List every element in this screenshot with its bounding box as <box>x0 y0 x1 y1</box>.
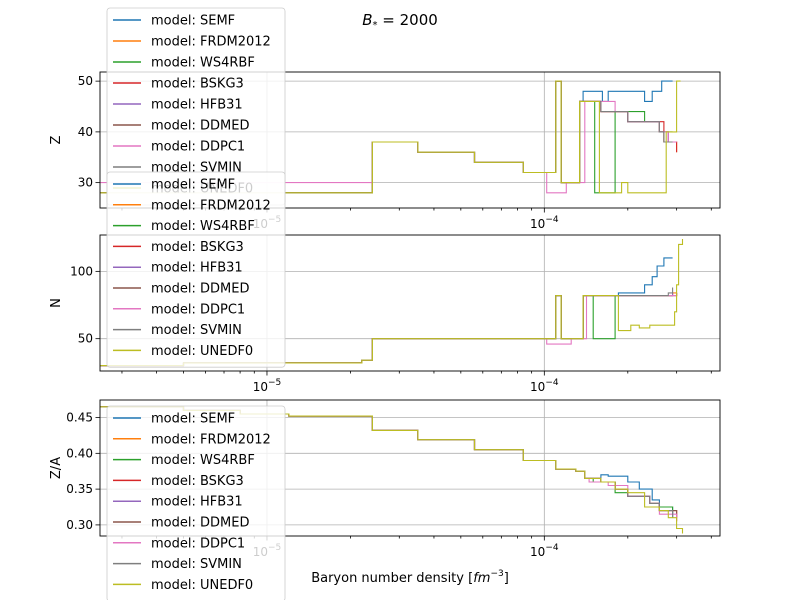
legend-label-hfb31: model: HFB31 <box>151 261 243 276</box>
x-tick-label-exponent: −4 <box>545 215 559 225</box>
figure-title: B* = 2000 <box>362 11 438 31</box>
legend-label-ddpc1: model: DDPC1 <box>151 302 245 317</box>
legend-label-unedf0: model: UNEDF0 <box>151 578 253 593</box>
x-tick-label: 10−4 <box>530 543 559 559</box>
x-tick-label: 10−4 <box>530 215 559 231</box>
legend-label-semf: model: SEMF <box>151 178 235 193</box>
legend-label-svmin: model: SVMIN <box>151 557 242 572</box>
x-axis-label-unit: fm <box>473 571 490 586</box>
legend-label-ws4rbf: model: WS4RBF <box>151 453 255 468</box>
series-line-unedf0 <box>100 239 684 367</box>
legend-label-ws4rbf: model: WS4RBF <box>151 219 255 234</box>
legend-label-hfb31: model: HFB31 <box>151 98 243 113</box>
x-axis-label: Baryon number density [fm−3] <box>311 569 509 586</box>
legend-label-semf: model: SEMF <box>151 412 235 427</box>
figure-title-suffix: = 2000 <box>378 11 438 29</box>
x-axis-label-suffix: ] <box>504 571 509 586</box>
series-lines <box>100 80 681 194</box>
series-line-unedf0 <box>100 80 681 194</box>
x-tick-label-exponent: −5 <box>268 378 281 388</box>
y-tick-label: 30 <box>78 176 93 190</box>
legend: model: SEMF model: FRDM2012 model: WS4RBF m… <box>106 171 286 368</box>
legend-label-bskg3: model: BSKG3 <box>151 240 244 255</box>
y-tick-label: 0.40 <box>66 446 93 460</box>
x-tick-label: 10−5 <box>253 378 282 394</box>
legend-label-frdm2012: model: FRDM2012 <box>151 432 271 447</box>
figure-title-prefix: B <box>362 11 372 29</box>
y-tick-label: 50 <box>78 74 93 88</box>
y-tick-label: 0.45 <box>66 411 93 425</box>
y-axis-label: Z <box>49 135 64 144</box>
legend-label-frdm2012: model: FRDM2012 <box>151 198 271 213</box>
axes-frame <box>99 399 721 537</box>
x-tick-label-base: 10 <box>253 380 268 394</box>
legend-label-semf: model: SEMF <box>151 14 235 29</box>
legend-label-svmin: model: SVMIN <box>151 323 242 338</box>
y-axis-label: N <box>49 298 64 308</box>
y-tick-label: 50 <box>78 332 93 346</box>
legend-label-ddpc1: model: DDPC1 <box>151 140 245 155</box>
series-lines <box>100 406 684 534</box>
x-tick-label-base: 10 <box>530 217 545 231</box>
legend: model: SEMF model: FRDM2012 model: WS4RBF m… <box>106 405 286 600</box>
legend-label-bskg3: model: BSKG3 <box>151 77 244 92</box>
x-tick-label: 10−4 <box>530 378 559 394</box>
legend-label-hfb31: model: HFB31 <box>151 495 243 510</box>
axes-frame <box>99 234 721 372</box>
legend-label-ddmed: model: DDMED <box>151 119 249 134</box>
series-line-unedf0 <box>100 406 684 534</box>
x-axis-label-exponent: −3 <box>490 569 503 579</box>
x-tick-label-exponent: −4 <box>545 378 559 388</box>
legend-label-ddmed: model: DDMED <box>151 282 249 297</box>
y-tick-label: 0.30 <box>66 518 93 532</box>
legend-label-ws4rbf: model: WS4RBF <box>151 56 255 71</box>
axes-frame <box>99 71 721 209</box>
legend-label-ddpc1: model: DDPC1 <box>151 536 245 551</box>
y-tick-label: 100 <box>70 264 93 278</box>
x-axis-label-prefix: Baryon number density [ <box>311 571 473 586</box>
series-lines <box>100 239 684 367</box>
x-tick-label-base: 10 <box>530 545 545 559</box>
legend-label-unedf0: model: UNEDF0 <box>151 344 253 359</box>
legend-label-frdm2012: model: FRDM2012 <box>151 35 271 50</box>
x-tick-label-exponent: −4 <box>545 543 559 553</box>
legend-label-bskg3: model: BSKG3 <box>151 474 244 489</box>
legend-box <box>106 405 286 600</box>
y-axis-label: Z/A <box>49 457 64 479</box>
legend-label-ddmed: model: DDMED <box>151 516 249 531</box>
figure-title-subscript: * <box>373 20 378 31</box>
y-tick-label: 40 <box>78 125 93 139</box>
x-tick-label-base: 10 <box>530 380 545 394</box>
legend-box <box>106 171 286 368</box>
y-tick-label: 0.35 <box>66 482 93 496</box>
